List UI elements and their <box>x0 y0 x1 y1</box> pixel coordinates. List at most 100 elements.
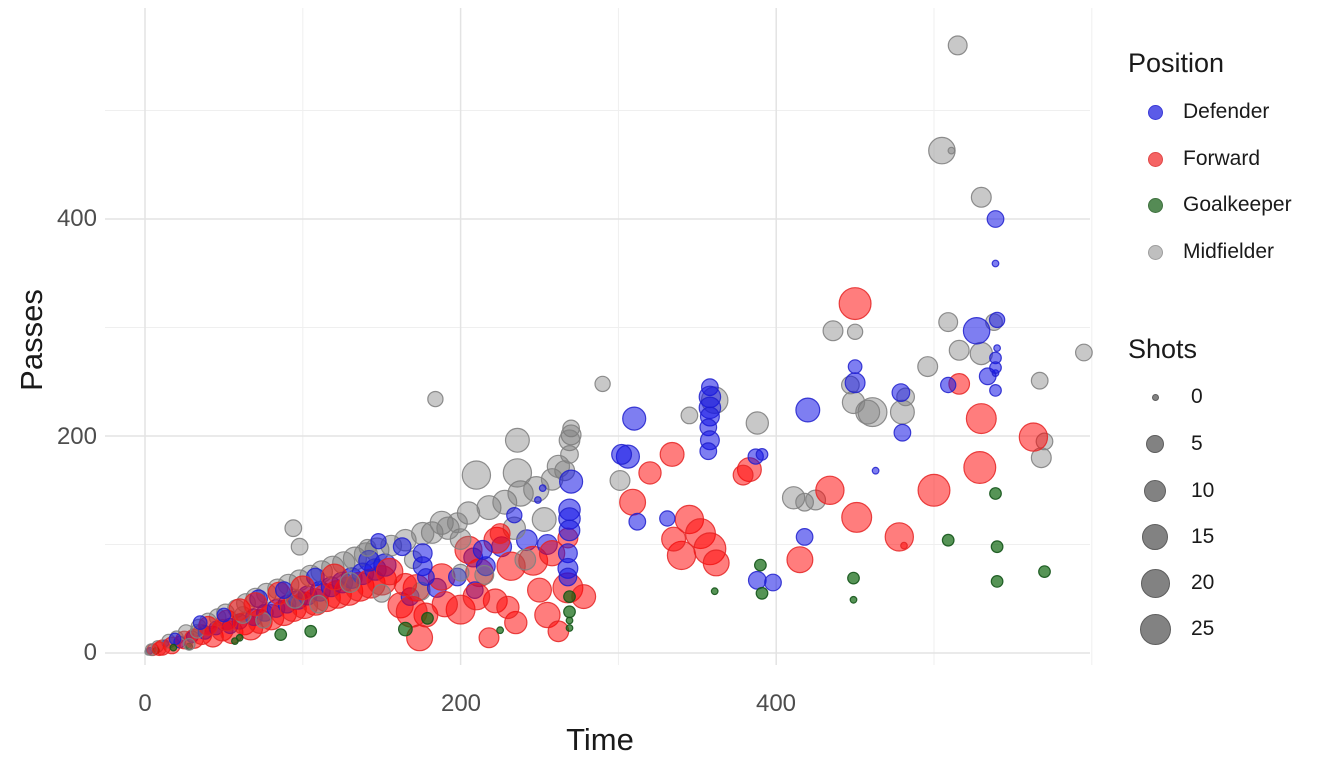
data-point-forward <box>702 549 730 577</box>
data-point-forward <box>534 601 561 629</box>
data-point-goalkeeper <box>274 628 288 641</box>
legend-item-shots-5: 5 <box>1131 424 1203 464</box>
data-point-defender <box>392 537 412 557</box>
data-point-defender <box>986 210 1005 228</box>
data-point-defender <box>988 311 1006 329</box>
data-point-midfielder <box>855 399 881 425</box>
data-point-defender <box>506 507 523 524</box>
data-point-midfielder <box>339 571 361 593</box>
data-point-defender <box>370 533 387 550</box>
y-axis-title: Passes <box>14 289 49 391</box>
data-point-midfielder <box>841 390 866 415</box>
midfielder-key-dot <box>1147 244 1163 260</box>
data-point-forward <box>496 595 520 620</box>
data-point-defender <box>962 316 991 345</box>
data-point-forward <box>462 582 491 611</box>
legend-item-shots-20: 20 <box>1131 563 1214 603</box>
data-point-forward <box>395 595 428 628</box>
data-point-defender <box>538 484 547 493</box>
size-key-dot <box>1140 568 1170 598</box>
data-point-forward <box>619 488 647 516</box>
legend-item-shots-15: 15 <box>1131 517 1214 557</box>
data-point-forward <box>963 451 997 485</box>
data-point-midfielder <box>182 637 196 651</box>
data-point-defender <box>871 466 880 475</box>
data-point-forward <box>732 464 754 486</box>
size-key-dot <box>1142 524 1168 550</box>
data-point-forward <box>489 523 511 545</box>
data-point-defender <box>795 397 821 423</box>
data-point-goalkeeper <box>563 590 576 603</box>
legend-item-goalkeeper: Goalkeeper <box>1131 185 1292 225</box>
size-key-dot <box>1151 393 1159 401</box>
data-point-midfielder <box>917 356 939 378</box>
x-tick-label: 400 <box>755 690 797 717</box>
x-tick-label: 0 <box>138 690 152 717</box>
data-point-midfielder <box>1074 343 1093 362</box>
data-point-defender <box>893 423 912 442</box>
data-point-midfielder <box>309 594 329 614</box>
data-point-goalkeeper <box>990 540 1004 554</box>
data-point-forward <box>290 575 316 601</box>
data-point-defender <box>989 384 1002 397</box>
data-point-goalkeeper <box>849 595 858 604</box>
data-point-midfielder <box>290 537 309 556</box>
x-axis-title: Time <box>566 722 634 757</box>
data-point-defender <box>989 361 1002 375</box>
data-point-defender <box>216 607 232 623</box>
data-point-defender <box>755 448 769 461</box>
data-point-defender <box>622 406 647 431</box>
data-point-defender <box>891 383 911 403</box>
data-point-goalkeeper <box>990 575 1004 588</box>
data-point-midfielder <box>970 186 992 208</box>
data-point-forward <box>151 641 167 657</box>
size-key-dot <box>1139 613 1171 645</box>
data-point-midfielder <box>947 35 968 56</box>
legend-item-label: 15 <box>1191 525 1215 548</box>
data-point-midfielder <box>474 564 495 585</box>
data-point-goalkeeper <box>754 558 767 572</box>
data-point-goalkeeper <box>421 611 434 625</box>
data-point-goalkeeper <box>169 643 178 652</box>
data-point-forward <box>243 592 268 617</box>
y-tick-label: 400 <box>56 205 97 232</box>
data-point-midfielder <box>514 548 537 571</box>
data-point-forward <box>815 475 845 505</box>
legend-item-label: Goalkeeper <box>1183 193 1292 216</box>
data-point-midfielder <box>284 519 303 538</box>
data-point-goalkeeper <box>565 624 574 632</box>
size-key-dot <box>1146 435 1164 453</box>
data-point-midfielder <box>451 563 470 582</box>
data-point-midfielder <box>436 516 460 540</box>
legend-item-label: Defender <box>1183 100 1270 123</box>
data-point-midfielder <box>594 375 611 393</box>
legend-item-label: Forward <box>1183 147 1261 170</box>
data-point-defender <box>275 581 293 599</box>
legend-item-label: 25 <box>1191 617 1215 640</box>
data-point-goalkeeper <box>235 633 244 642</box>
data-point-defender <box>472 539 493 560</box>
data-point-forward <box>431 591 458 618</box>
data-point-goalkeeper <box>847 571 860 585</box>
data-point-midfielder <box>531 507 557 533</box>
data-point-goalkeeper <box>565 616 574 625</box>
data-point-defender <box>558 469 584 494</box>
data-point-defender <box>991 259 1000 268</box>
y-tick-label: 0 <box>83 639 97 666</box>
data-point-defender <box>747 570 767 590</box>
legend-item-defender: Defender <box>1131 92 1269 132</box>
size-legend-title: Shots <box>1128 334 1198 364</box>
legend-item-label: 20 <box>1191 571 1215 594</box>
legend-item-label: Midfielder <box>1183 240 1275 263</box>
data-point-forward <box>917 473 951 507</box>
data-point-defender <box>844 372 866 394</box>
data-points-layer <box>144 35 1093 657</box>
data-point-defender <box>611 443 633 465</box>
data-point-defender <box>993 344 1001 353</box>
legend-item-shots-25: 25 <box>1131 609 1214 649</box>
data-point-goalkeeper <box>989 487 1002 500</box>
defender-key-dot <box>1147 104 1163 120</box>
data-point-goalkeeper <box>398 621 413 637</box>
